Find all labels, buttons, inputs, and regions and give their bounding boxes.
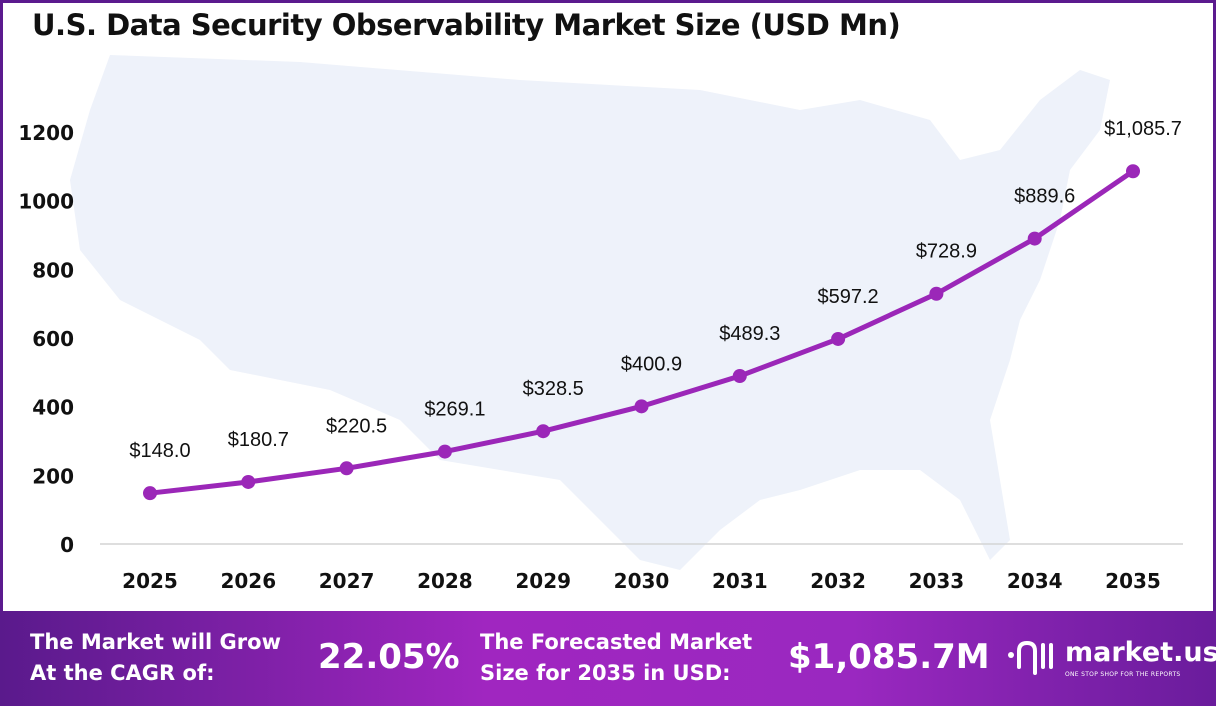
data-label: $400.9 — [621, 353, 682, 375]
x-tick-label: 2026 — [220, 569, 276, 593]
footer-banner: The Market will Grow At the CAGR of: 22.… — [0, 611, 1216, 706]
y-tick-label: 400 — [32, 396, 74, 420]
line-chart: 0 200 400 600 800 1000 1200 2025 2026 2027 2028 20… — [18, 55, 1183, 593]
cagr-label-line-1: The Market will Grow — [30, 630, 281, 654]
data-point — [241, 474, 256, 489]
x-tick-label: 2025 — [122, 569, 178, 593]
forecast-label-line-2: Size for 2035 in USD: — [480, 661, 731, 685]
x-tick-label: 2031 — [712, 569, 768, 593]
data-point — [143, 486, 157, 501]
forecast-label-line-1: The Forecasted Market — [480, 630, 753, 654]
data-label: $328.5 — [523, 378, 584, 400]
x-tick-label: 2033 — [909, 569, 965, 593]
data-label: $889.6 — [1014, 186, 1075, 208]
cagr-value: 22.05% — [318, 637, 460, 677]
y-tick-label: 800 — [32, 258, 74, 282]
y-tick-label: 1200 — [18, 121, 74, 145]
cagr-label: The Market will Grow At the CAGR of: — [30, 627, 281, 689]
y-tick-label: 600 — [32, 327, 74, 351]
data-point — [831, 331, 846, 346]
data-label: $489.3 — [719, 323, 780, 345]
data-point — [1027, 231, 1042, 246]
data-point — [437, 444, 452, 459]
data-label: $148.0 — [129, 440, 190, 462]
data-point — [536, 424, 551, 439]
cagr-label-line-2: At the CAGR of: — [30, 661, 215, 685]
data-label: $180.7 — [228, 429, 289, 451]
logo-name: market.us — [1065, 637, 1216, 668]
y-tick-label: 1000 — [18, 190, 74, 214]
data-point — [1126, 164, 1140, 179]
data-label: $728.9 — [916, 241, 977, 263]
forecast-value: $1,085.7M — [788, 637, 990, 677]
forecast-label: The Forecasted Market Size for 2035 in U… — [480, 627, 752, 689]
data-label: $220.5 — [326, 415, 387, 437]
x-tick-label: 2028 — [417, 569, 473, 593]
data-label: $269.1 — [424, 399, 485, 421]
data-point — [634, 399, 649, 414]
y-tick-label: 0 — [60, 533, 74, 557]
data-label: $597.2 — [818, 286, 879, 308]
data-label: $1,085.7 — [1104, 118, 1182, 140]
logo-tagline: ONE STOP SHOP FOR THE REPORTS — [1065, 671, 1181, 678]
x-tick-label: 2027 — [319, 569, 375, 593]
market-us-logo: market.us ONE STOP SHOP FOR THE REPORTS — [1005, 633, 1216, 685]
chart-title: U.S. Data Security Observability Market … — [32, 8, 901, 42]
x-tick-label: 2034 — [1007, 569, 1063, 593]
x-tick-label: 2029 — [515, 569, 571, 593]
x-tick-label: 2035 — [1105, 569, 1161, 593]
data-point — [732, 369, 747, 384]
x-tick-label: 2032 — [810, 569, 866, 593]
data-point — [339, 461, 354, 476]
us-map-background — [70, 55, 1110, 570]
market-us-logo-icon — [1008, 640, 1053, 675]
y-tick-label: 200 — [32, 464, 74, 488]
x-tick-label: 2030 — [614, 569, 670, 593]
data-point — [929, 286, 944, 301]
